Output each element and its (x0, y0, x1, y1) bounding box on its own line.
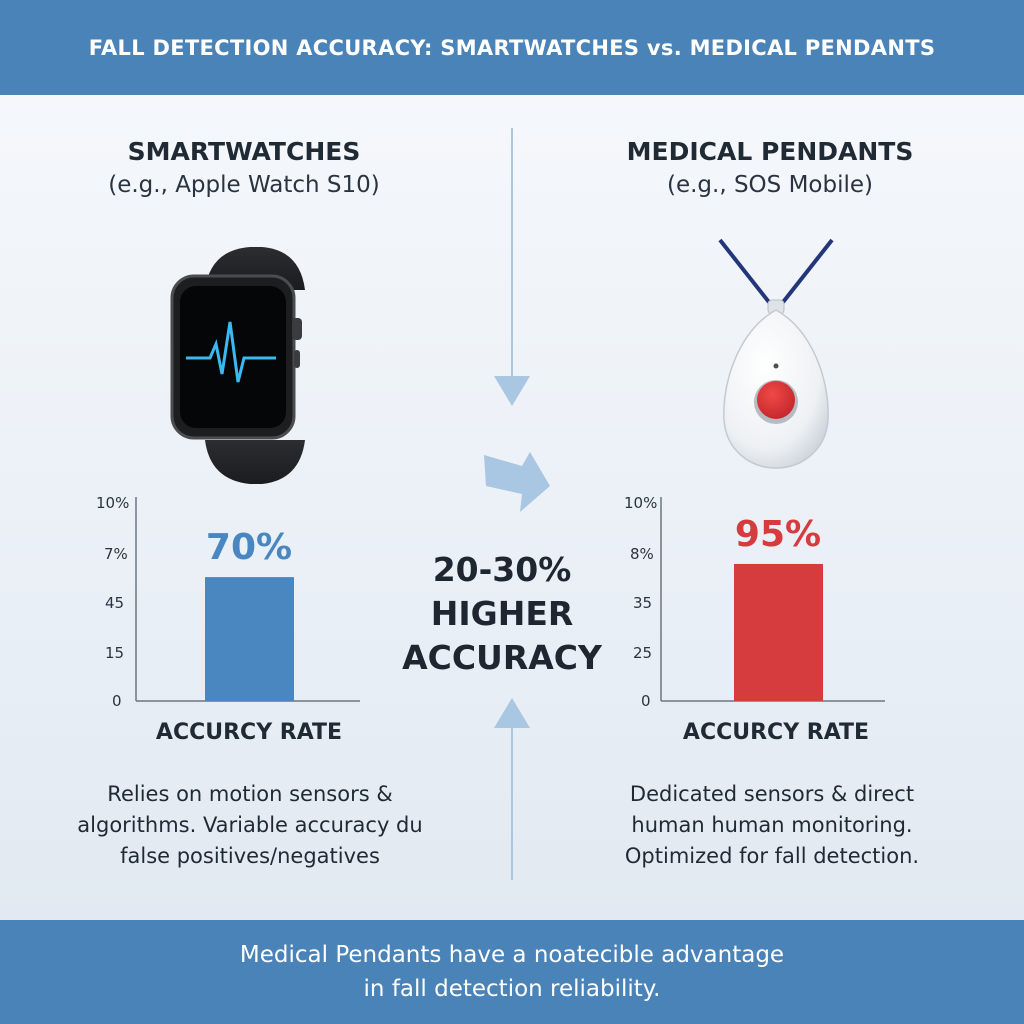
footer-line: Medical Pendants have a noatecible advan… (239, 942, 785, 968)
y-tick-label: 10% (96, 494, 130, 512)
y-tick-label: 25 (633, 644, 653, 662)
pendant-description: Dedicated sensors & direct human human m… (572, 779, 972, 872)
smartwatch-description: Relies on motion sensors & algorithms. V… (50, 779, 450, 872)
smartwatch-bar-value: 70% (205, 527, 293, 569)
y-tick-label: 0 (641, 692, 651, 710)
callout-line: HIGHER (430, 594, 574, 633)
description-line: Dedicated sensors & direct (629, 782, 915, 806)
y-tick-label: 0 (112, 692, 122, 710)
smartwatch-bar (205, 577, 294, 701)
accuracy-difference-callout: 20-30% HIGHER ACCURACY (392, 548, 612, 680)
smartwatches-title: SMARTWATCHES (127, 137, 361, 166)
y-tick-label: 45 (105, 594, 125, 612)
smartwatches-subtitle: (e.g., Apple Watch S10) (108, 172, 380, 198)
right-arrow-icon (484, 452, 550, 512)
footer-banner: Medical Pendants have a noatecible advan… (0, 920, 1024, 1024)
y-tick-label: 8% (630, 545, 654, 563)
pendant-bar-value: 95% (734, 513, 822, 555)
down-arrow-icon (494, 376, 530, 406)
y-tick-label: 10% (624, 494, 658, 512)
medical-pendants-subtitle: (e.g., SOS Mobile) (666, 172, 873, 198)
header-banner: FALL DETECTION ACCURACY: SMARTWATCHES vs… (0, 0, 1024, 95)
callout-line: ACCURACY (402, 638, 602, 677)
pendant-x-label: ACCURCY RATE (682, 720, 870, 745)
up-arrow-icon (494, 698, 530, 728)
medical-pendants-title: MEDICAL PENDANTS (626, 137, 914, 166)
footer-line: in fall detection reliability. (363, 976, 661, 1002)
callout-line: 20-30% (432, 550, 572, 589)
description-line: Optimized for fall detection. (624, 844, 920, 868)
description-line: algorithms. Variable accuracy du (77, 813, 423, 837)
description-line: human human monitoring. (631, 813, 913, 837)
description-line: Relies on motion sensors & (107, 782, 393, 806)
pendant-bar (734, 563, 823, 701)
y-tick-label: 15 (105, 644, 125, 662)
page-title: FALL DETECTION ACCURACY: SMARTWATCHES vs… (88, 35, 936, 60)
description-line: false positives/negatives (120, 844, 380, 868)
y-tick-label: 7% (104, 545, 128, 563)
y-tick-label: 35 (633, 594, 653, 612)
smartwatch-x-label: ACCURCY RATE (155, 720, 343, 745)
